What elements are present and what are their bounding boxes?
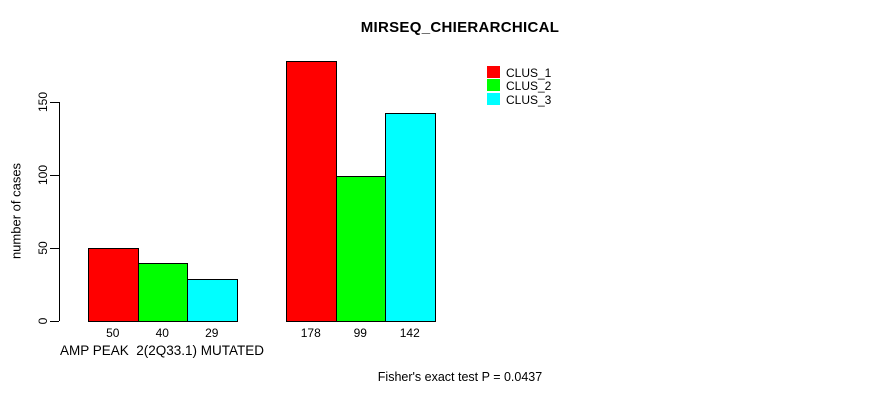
fisher-test-annotation: Fisher's exact test P = 0.0437 [377,370,543,384]
legend-swatch-clus_2 [487,79,500,91]
y-axis-label: number of cases [8,162,24,260]
bar-clus_3-group2 [385,113,436,322]
y-axis-tick-label: 50 [36,241,50,255]
y-axis-tick [50,102,59,103]
y-axis-tick [50,248,59,249]
legend-swatch-clus_1 [487,66,500,78]
legend-label: CLUS_1 [506,66,552,80]
chart-title: MIRSEQ_CHIERARCHICAL [360,19,560,36]
y-axis-tick-label: 150 [36,91,50,113]
bar-value-label: 50 [106,326,120,340]
y-axis-tick [50,321,59,322]
bar-value-label: 40 [155,326,169,340]
bar-value-label: 142 [399,326,420,340]
y-axis-tick-label: 100 [36,164,50,186]
bar-value-label: 99 [353,326,367,340]
bar-clus_1-group1 [88,248,139,322]
legend-label: CLUS_3 [506,93,552,107]
bar-clus_2-group1 [137,263,188,322]
bar-clus_2-group2 [335,176,386,322]
bar-value-label: 178 [300,326,321,340]
legend-swatch-clus_3 [487,93,500,105]
y-axis-line [59,102,60,321]
bar-clus_1-group2 [286,61,337,322]
bar-clus_3-group1 [187,279,238,322]
y-axis-tick-label: 0 [36,317,50,325]
x-axis-group-label: AMP PEAK 2(2Q33.1) MUTATED [59,343,265,358]
legend-label: CLUS_2 [506,79,552,93]
bar-value-label: 29 [205,326,219,340]
y-axis-tick [50,175,59,176]
